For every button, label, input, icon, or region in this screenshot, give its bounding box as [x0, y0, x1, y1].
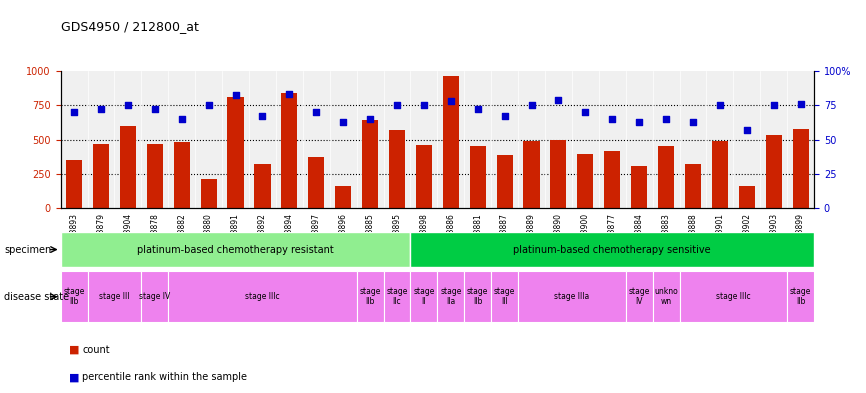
- Text: stage
IIb: stage IIb: [63, 287, 85, 307]
- Point: [766, 102, 780, 108]
- Text: platinum-based chemotherapy resistant: platinum-based chemotherapy resistant: [137, 244, 334, 255]
- FancyBboxPatch shape: [141, 271, 168, 322]
- Point: [632, 118, 646, 125]
- Point: [444, 98, 458, 104]
- Text: stage
IIb: stage IIb: [359, 287, 381, 307]
- Text: ■: ■: [69, 345, 80, 355]
- Bar: [792, 129, 809, 208]
- FancyBboxPatch shape: [518, 271, 625, 322]
- Bar: [93, 143, 109, 208]
- Text: disease state: disease state: [4, 292, 69, 302]
- FancyBboxPatch shape: [787, 271, 814, 322]
- Point: [202, 102, 216, 108]
- Text: stage
III: stage III: [494, 287, 515, 307]
- Bar: [281, 93, 297, 208]
- Point: [68, 109, 81, 115]
- Text: stage IV: stage IV: [139, 292, 171, 301]
- Text: stage III: stage III: [100, 292, 130, 301]
- Text: stage
IIb: stage IIb: [467, 287, 488, 307]
- Point: [686, 118, 700, 125]
- Text: ■: ■: [69, 372, 80, 382]
- Point: [525, 102, 539, 108]
- Text: stage
IV: stage IV: [629, 287, 650, 307]
- Bar: [173, 142, 190, 208]
- Bar: [120, 126, 136, 208]
- FancyBboxPatch shape: [87, 271, 141, 322]
- FancyBboxPatch shape: [61, 271, 87, 322]
- Point: [713, 102, 727, 108]
- Point: [94, 106, 108, 112]
- Bar: [496, 154, 513, 208]
- FancyBboxPatch shape: [680, 271, 787, 322]
- Bar: [712, 141, 728, 208]
- Point: [282, 91, 296, 97]
- Bar: [335, 185, 352, 208]
- FancyBboxPatch shape: [410, 271, 437, 322]
- Text: platinum-based chemotherapy sensitive: platinum-based chemotherapy sensitive: [514, 244, 711, 255]
- Text: percentile rank within the sample: percentile rank within the sample: [82, 372, 248, 382]
- Bar: [658, 146, 674, 208]
- FancyBboxPatch shape: [61, 232, 410, 267]
- Bar: [443, 76, 459, 208]
- FancyBboxPatch shape: [384, 271, 410, 322]
- FancyBboxPatch shape: [464, 271, 491, 322]
- Bar: [228, 97, 243, 208]
- Point: [229, 92, 242, 99]
- Bar: [685, 163, 701, 208]
- Point: [336, 118, 350, 125]
- Text: stage IIIc: stage IIIc: [245, 292, 280, 301]
- Text: stage
IIa: stage IIa: [440, 287, 462, 307]
- Bar: [308, 157, 324, 208]
- Point: [175, 116, 189, 122]
- Point: [417, 102, 430, 108]
- Bar: [255, 163, 270, 208]
- Point: [552, 96, 565, 103]
- Text: unkno
wn: unkno wn: [654, 287, 678, 307]
- Point: [121, 102, 135, 108]
- Bar: [578, 154, 593, 208]
- Bar: [389, 130, 405, 208]
- Text: specimen: specimen: [4, 244, 52, 255]
- Text: stage
IIc: stage IIc: [386, 287, 408, 307]
- FancyBboxPatch shape: [625, 271, 653, 322]
- Bar: [551, 140, 566, 208]
- Point: [255, 113, 269, 119]
- Bar: [362, 120, 378, 208]
- Bar: [469, 146, 486, 208]
- FancyBboxPatch shape: [653, 271, 680, 322]
- Point: [471, 106, 485, 112]
- Bar: [416, 145, 432, 208]
- Point: [793, 101, 807, 107]
- Text: GDS4950 / 212800_at: GDS4950 / 212800_at: [61, 20, 198, 33]
- Text: stage IIIc: stage IIIc: [716, 292, 751, 301]
- FancyBboxPatch shape: [491, 271, 518, 322]
- Point: [605, 116, 619, 122]
- Bar: [201, 179, 216, 208]
- Text: stage
IIb: stage IIb: [790, 287, 811, 307]
- Point: [363, 116, 377, 122]
- FancyBboxPatch shape: [357, 271, 384, 322]
- Point: [390, 102, 404, 108]
- Bar: [739, 186, 755, 208]
- Text: stage IIIa: stage IIIa: [554, 292, 590, 301]
- Text: count: count: [82, 345, 110, 355]
- FancyBboxPatch shape: [410, 232, 814, 267]
- Bar: [631, 166, 647, 208]
- Point: [148, 106, 162, 112]
- FancyBboxPatch shape: [168, 271, 357, 322]
- Bar: [766, 135, 782, 208]
- Point: [578, 109, 592, 115]
- Point: [740, 127, 753, 133]
- Point: [498, 113, 512, 119]
- Point: [659, 116, 673, 122]
- Bar: [146, 143, 163, 208]
- FancyBboxPatch shape: [437, 271, 464, 322]
- Bar: [66, 160, 82, 208]
- Bar: [523, 141, 540, 208]
- Point: [309, 109, 323, 115]
- Text: stage
II: stage II: [413, 287, 435, 307]
- Bar: [604, 151, 620, 208]
